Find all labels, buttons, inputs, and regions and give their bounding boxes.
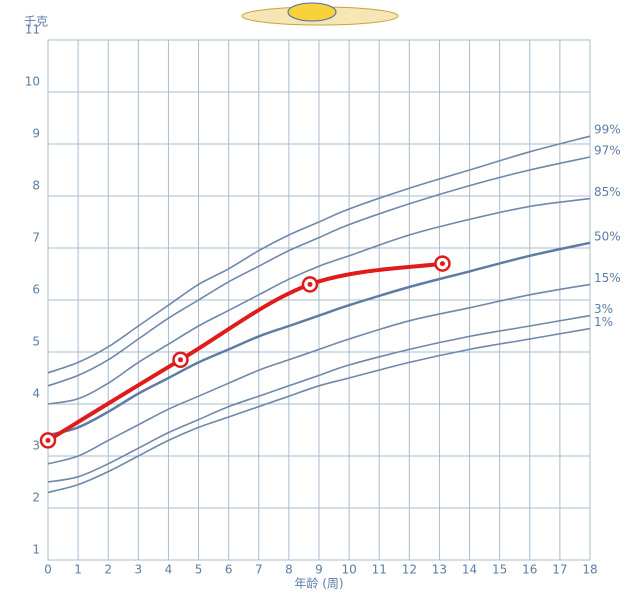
percentile-label: 1% <box>594 315 613 329</box>
header-icon <box>241 2 399 26</box>
x-tick-label: 7 <box>255 563 263 577</box>
x-tick-label: 12 <box>402 563 417 577</box>
y-tick-label: 1 <box>32 543 40 557</box>
x-tick-label: 11 <box>372 563 387 577</box>
percentile-curve <box>47 241 591 437</box>
y-axis-label: 千克 <box>24 15 48 29</box>
x-tick-label: 3 <box>135 563 143 577</box>
percentile-curve <box>47 156 591 387</box>
percentile-label: 50% <box>594 229 621 243</box>
x-tick-label: 4 <box>165 563 173 577</box>
y-tick-label: 11 <box>25 23 40 37</box>
x-tick-label: 1 <box>74 563 82 577</box>
percentile-label: 15% <box>594 271 621 285</box>
x-tick-label: 17 <box>552 563 567 577</box>
percentile-curve <box>47 314 591 483</box>
percentile-label: 97% <box>594 144 621 158</box>
y-tick-label: 7 <box>32 231 40 245</box>
x-tick-label: 14 <box>462 563 477 577</box>
x-tick-label: 2 <box>104 563 112 577</box>
y-tick-label: 9 <box>32 127 40 141</box>
x-tick-label: 6 <box>225 563 233 577</box>
y-tick-label: 3 <box>32 439 40 453</box>
y-tick-label: 8 <box>32 179 40 193</box>
x-tick-label: 5 <box>195 563 203 577</box>
x-tick-label: 13 <box>432 563 447 577</box>
percentile-curve <box>47 327 591 494</box>
x-axis-label: 年龄 (周) <box>294 577 343 591</box>
measured-line <box>46 261 443 443</box>
marker-dot <box>177 357 183 363</box>
y-tick-label: 6 <box>32 283 40 297</box>
x-tick-label: 10 <box>341 563 356 577</box>
percentile-label: 99% <box>594 123 621 137</box>
y-tick-label: 10 <box>25 75 40 89</box>
y-tick-label: 4 <box>32 387 40 401</box>
percentile-label: 3% <box>594 302 613 316</box>
x-tick-label: 16 <box>522 563 537 577</box>
x-tick-label: 18 <box>582 563 597 577</box>
x-tick-label: 15 <box>492 563 507 577</box>
marker-dot <box>439 261 445 267</box>
y-tick-label: 2 <box>32 491 40 505</box>
x-tick-label: 0 <box>44 563 52 577</box>
x-tick-label: 8 <box>285 563 293 577</box>
y-tick-label: 5 <box>32 335 40 349</box>
percentile-curve <box>47 283 591 465</box>
percentile-curve <box>47 135 591 374</box>
marker-dot <box>45 437 51 443</box>
percentile-curve <box>47 197 591 405</box>
x-tick-label: 9 <box>315 563 323 577</box>
marker-dot <box>307 281 313 287</box>
percentile-label: 85% <box>594 185 621 199</box>
